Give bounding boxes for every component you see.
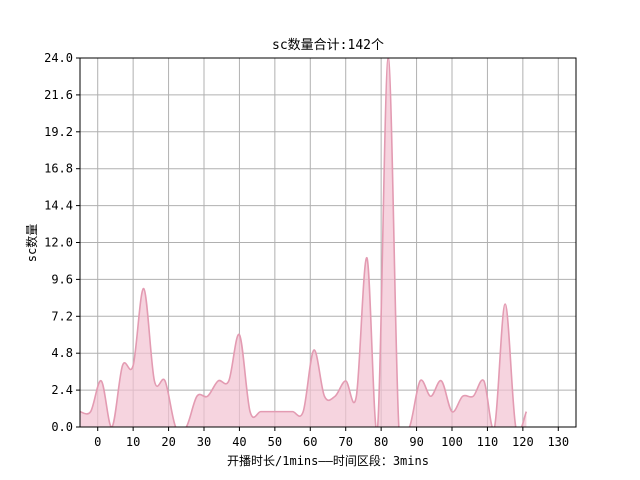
y-tick-label: 21.6 <box>44 88 73 102</box>
x-tick-label: 10 <box>126 435 140 449</box>
x-tick-label: 0 <box>94 435 101 449</box>
x-tick-label: 20 <box>161 435 175 449</box>
series-line <box>80 58 528 427</box>
x-tick-label: 50 <box>268 435 282 449</box>
series-area-fill <box>80 58 527 427</box>
x-tick-label: 110 <box>477 435 499 449</box>
x-tick-label: 80 <box>374 435 388 449</box>
y-tick-label: 7.2 <box>51 309 73 323</box>
x-tick-label: 120 <box>512 435 534 449</box>
x-tick-label: 100 <box>441 435 463 449</box>
y-tick-label: 19.2 <box>44 125 73 139</box>
y-tick-label: 9.6 <box>51 272 73 286</box>
x-tick-label: 30 <box>197 435 211 449</box>
tick-layer: 0 10 20 30 40 50 60 70 80 90 100 110 120 130 0.0 2.4 4.8… <box>44 51 569 449</box>
x-tick-label: 70 <box>338 435 352 449</box>
area-layer <box>80 58 528 427</box>
y-tick-label: 14.4 <box>44 199 73 213</box>
y-tick-label: 2.4 <box>51 383 73 397</box>
y-tick-label: 12.0 <box>44 236 73 250</box>
y-tick-label: 24.0 <box>44 51 73 65</box>
x-tick-label: 130 <box>547 435 569 449</box>
x-tick-label: 90 <box>409 435 423 449</box>
chart-title: sc数量合计:142个 <box>272 38 384 53</box>
x-axis-label: 开播时长/1mins——时间区段：3mins <box>227 453 429 468</box>
y-axis-label: sc数量 <box>24 224 39 262</box>
y-tick-label: 0.0 <box>51 420 73 434</box>
y-tick-label: 4.8 <box>51 346 73 360</box>
x-tick-label: 60 <box>303 435 317 449</box>
y-tick-label: 16.8 <box>44 162 73 176</box>
x-tick-label: 40 <box>232 435 246 449</box>
